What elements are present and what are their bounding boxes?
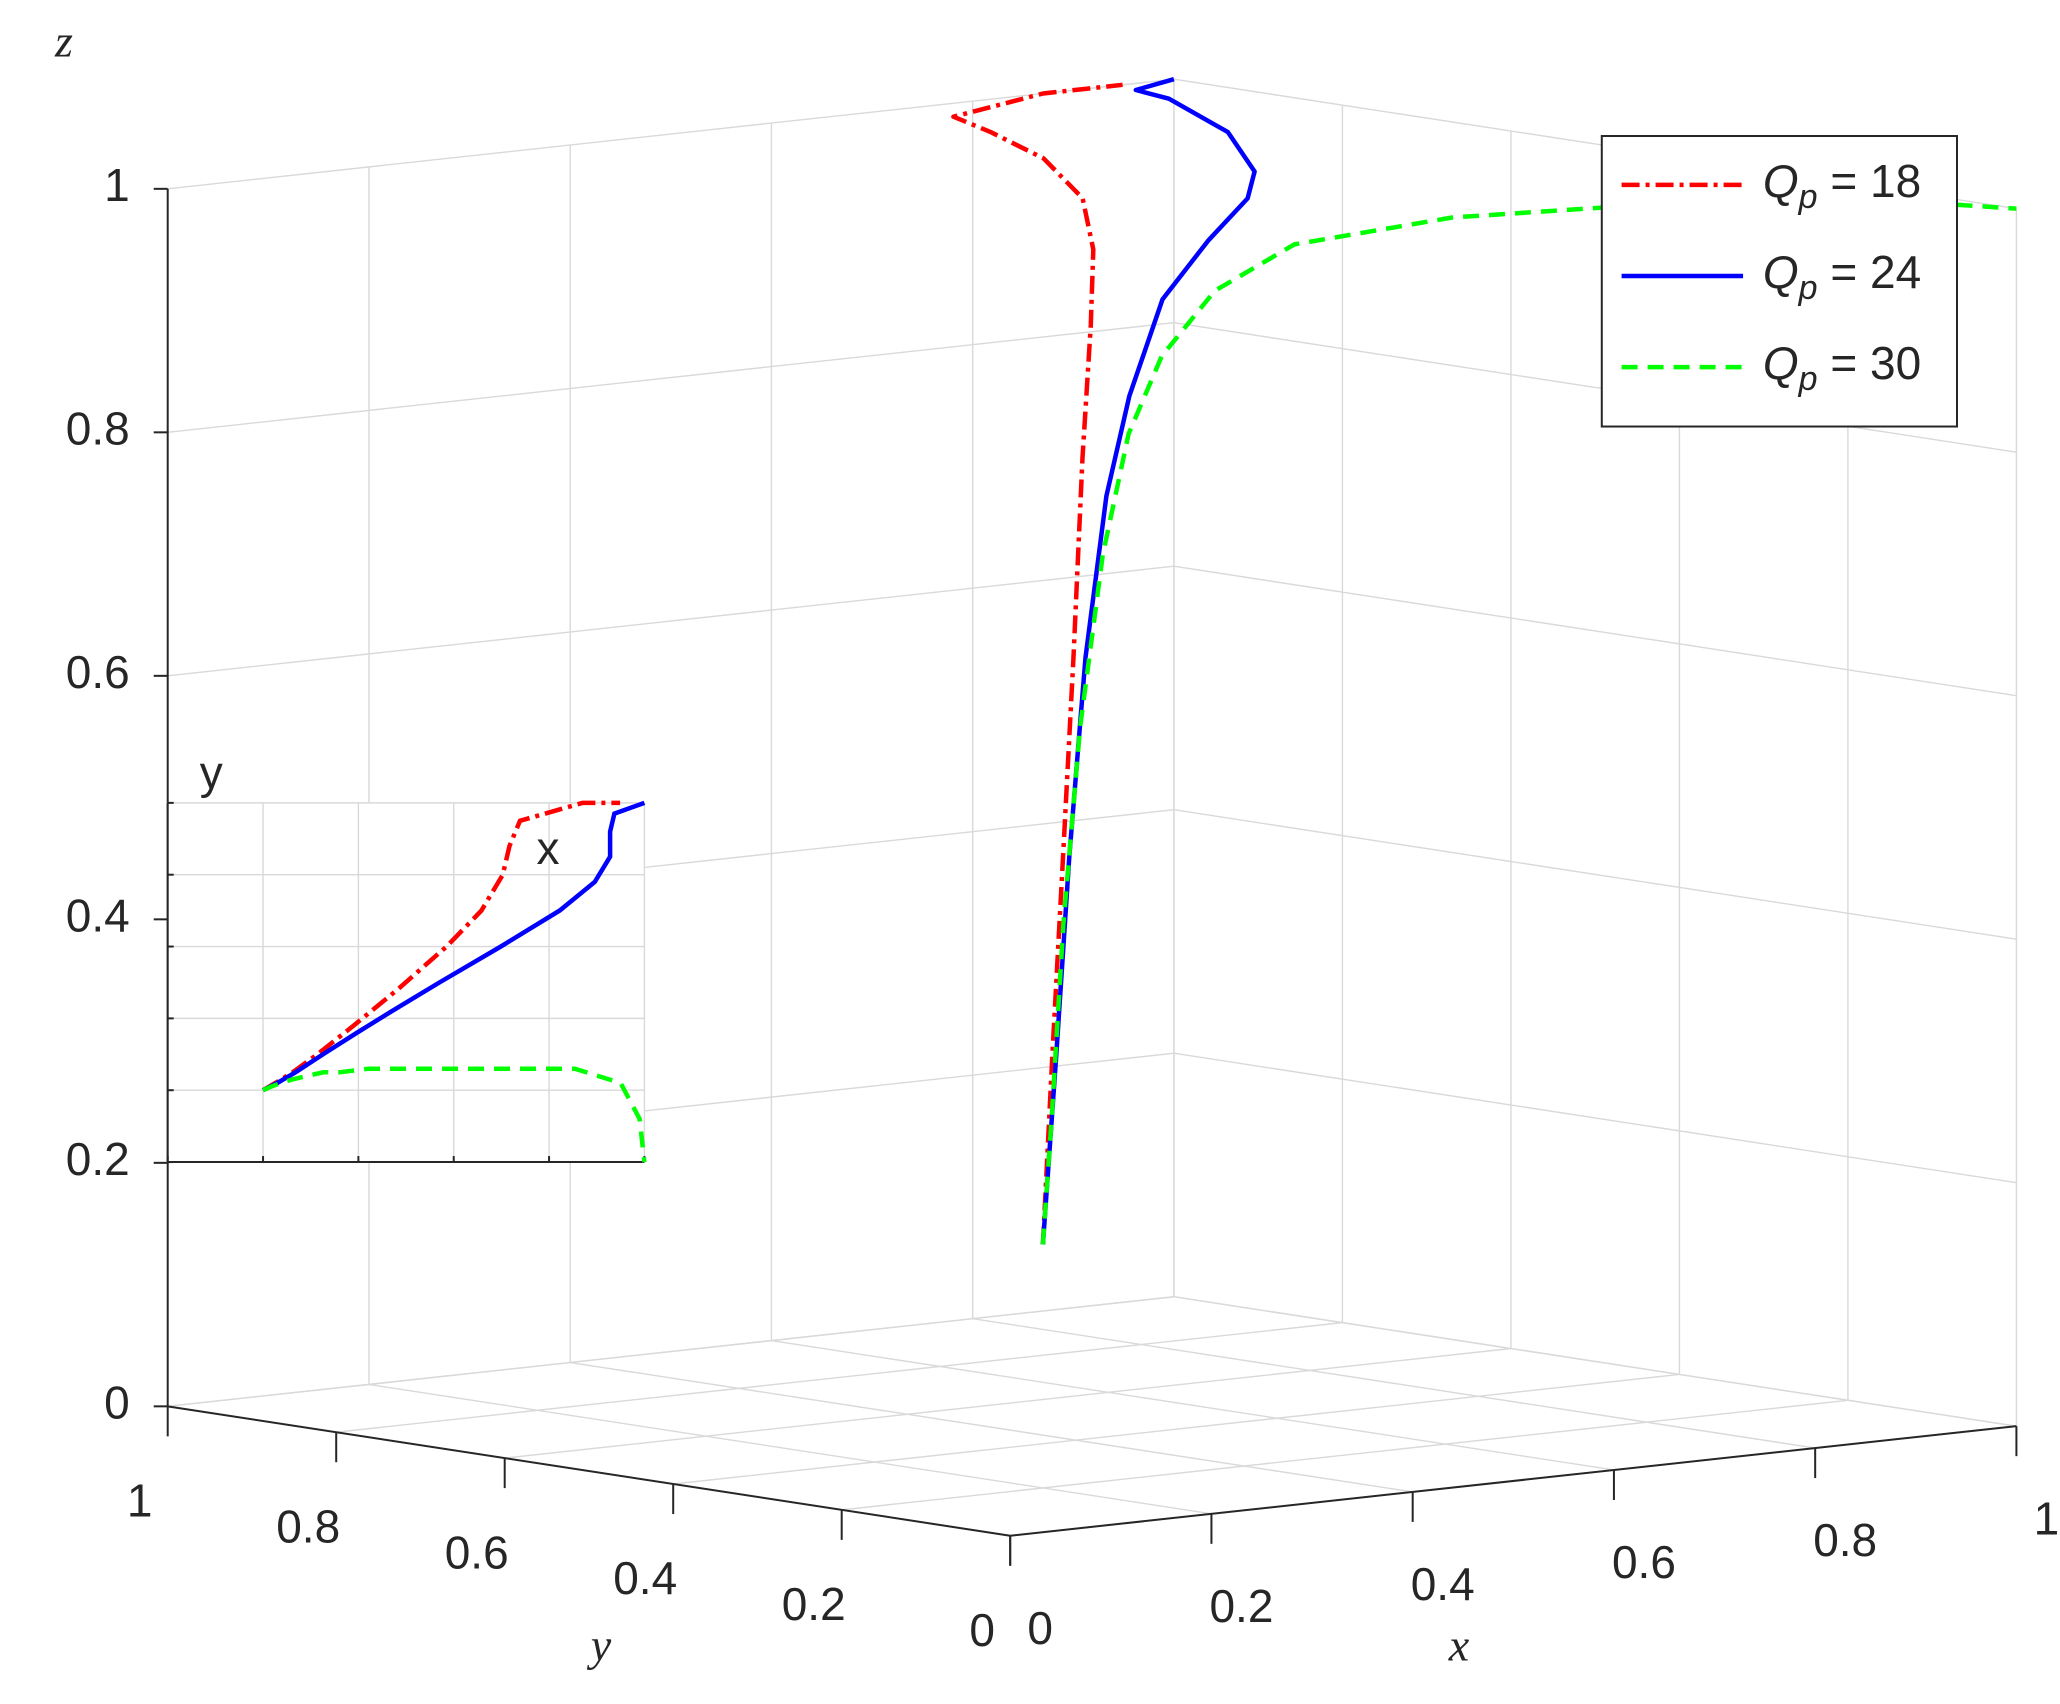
- z-tick-label: 1: [104, 159, 130, 211]
- z-tick-label: 0.6: [66, 646, 130, 698]
- y-tick-label: 0.8: [276, 1500, 340, 1552]
- legend-label: Qp = 30: [1763, 337, 1921, 398]
- grid-line: [167, 322, 1175, 434]
- inset-y-label: y: [200, 747, 223, 799]
- grid-line: [972, 1317, 1816, 1449]
- grid-line: [1173, 322, 2017, 453]
- y-tick-label: 1: [127, 1475, 153, 1527]
- z-axis-label: z: [54, 16, 73, 67]
- x-tick-label: 0.6: [1612, 1536, 1676, 1588]
- x-tick-label: 0.8: [1813, 1514, 1877, 1566]
- inset: xy: [166, 747, 647, 1164]
- y-axis-label: y: [587, 1620, 612, 1671]
- x-tick-label: 0: [1027, 1602, 1053, 1654]
- x-tick-label: 0.4: [1411, 1558, 1475, 1610]
- grid-line: [1173, 809, 2017, 940]
- y-tick-label: 0.4: [613, 1552, 677, 1604]
- grid-line: [771, 1339, 1615, 1471]
- grid-line: [167, 1296, 1175, 1408]
- z-tick-label: 0.4: [66, 889, 130, 941]
- curve: [951, 82, 1123, 1245]
- x-axis: [1010, 1425, 2017, 1537]
- grid-line: [570, 1361, 1413, 1493]
- x-tick-label: 1: [2034, 1492, 2060, 1544]
- y-tick-label: 0.2: [782, 1578, 846, 1630]
- inset-x-label: x: [537, 822, 560, 874]
- z-tick-label: 0.2: [66, 1133, 130, 1185]
- grid-line: [504, 1347, 1512, 1459]
- legend-label: Qp = 24: [1763, 246, 1921, 307]
- grid-line: [673, 1373, 1680, 1485]
- y-axis: [167, 1405, 1011, 1537]
- x-tick-label: 0.2: [1209, 1580, 1273, 1632]
- legend: Qp = 18 Qp = 24 Qp = 30: [1600, 135, 1959, 428]
- y-tick-label: 0: [969, 1604, 995, 1656]
- grid-line: [1173, 1052, 2017, 1184]
- y-tick-label: 0.6: [445, 1526, 509, 1578]
- z-tick-label: 0: [104, 1377, 130, 1429]
- inset-curve: [262, 1066, 647, 1163]
- grid-line: [167, 565, 1175, 677]
- grid-line: [336, 1321, 1343, 1433]
- grid-line: [841, 1399, 1849, 1511]
- inset-curve: [261, 800, 646, 1093]
- grid-line: [1173, 565, 2017, 697]
- z-tick-label: 0.8: [66, 402, 130, 454]
- x-axis-label: x: [1448, 1620, 1470, 1671]
- grid-line: [368, 1383, 1212, 1515]
- grid-line: [167, 78, 1175, 190]
- legend-label: Qp = 18: [1763, 155, 1921, 216]
- axes: 0 0.2 0.4 0.6 0.8 1 0 0.2 0.4 0.6 0.8 1 0 0.2 0.4 0.6 0.…: [66, 159, 2059, 1656]
- grid-line: [1173, 1296, 2017, 1427]
